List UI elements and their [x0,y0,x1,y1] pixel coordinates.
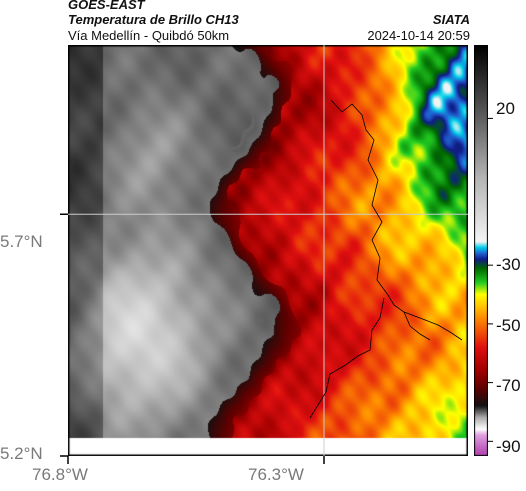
satellite-title: GOES-EAST [68,0,145,12]
organization-label: SIATA [433,12,470,27]
lat-label-5-2: 5.2°N [0,444,43,464]
lat-label-5-7: 5.7°N [0,232,43,252]
colorbar-label-minus-90: -90 [496,437,521,457]
colorbar-label-20: 20 [496,99,515,119]
colorbar-label-minus-50: -50 [496,316,521,336]
colorbar-label-minus-30: -30 [496,255,521,275]
colorbar [474,45,488,456]
lon-label-76-8: 76.8°W [32,465,88,485]
colorbar-label-minus-70: -70 [496,376,521,396]
region-subtitle: Vía Medellín - Quibdó 50km [68,28,229,43]
lon-label-76-3: 76.3°W [248,465,304,485]
datetime-label: 2024-10-14 20:59 [367,28,470,43]
brightness-temperature-map [68,45,468,456]
product-title: Temperatura de Brillo CH13 [68,12,239,27]
